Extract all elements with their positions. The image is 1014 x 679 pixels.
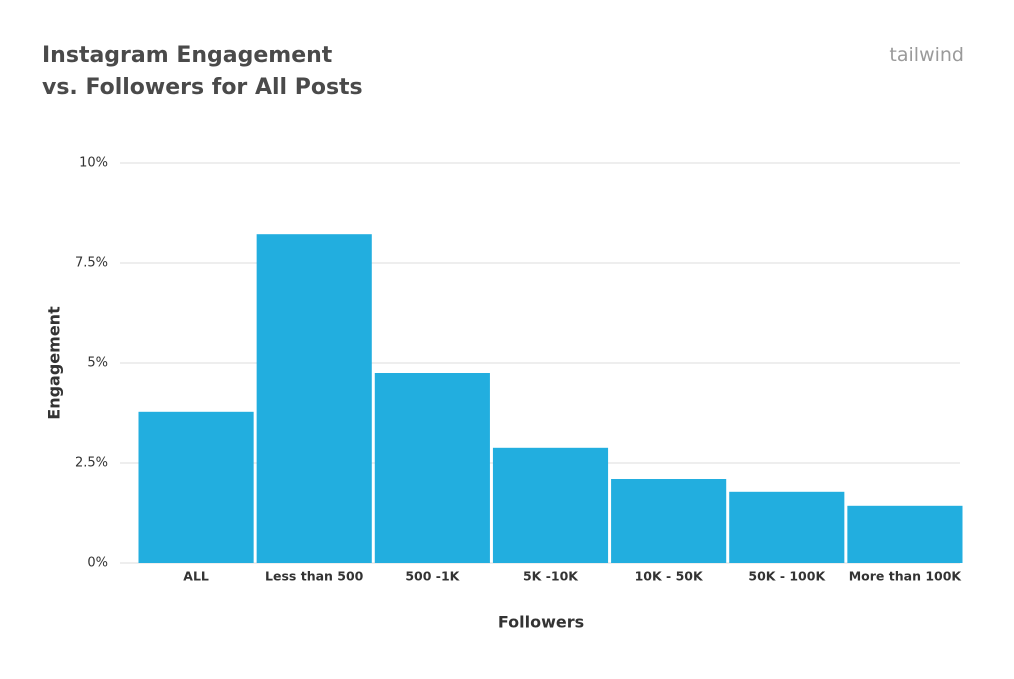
y-axis-label: Engagement xyxy=(45,306,64,420)
x-tick-label: 500 -1K xyxy=(405,569,460,584)
bar xyxy=(847,505,963,563)
y-tick-label: 0% xyxy=(87,556,108,571)
x-axis-label: Followers xyxy=(498,613,584,632)
chart-title: Instagram Engagement vs. Followers for A… xyxy=(42,43,363,100)
y-tick-label: 7.5% xyxy=(75,256,108,271)
bar xyxy=(256,234,372,563)
y-tick-label: 5% xyxy=(87,356,108,371)
x-tick-label: More than 100K xyxy=(849,569,963,584)
bar xyxy=(138,411,254,563)
bar xyxy=(729,491,845,563)
bar xyxy=(374,373,490,563)
x-tick-label: 50K - 100K xyxy=(748,569,826,584)
brand-logo: tailwind xyxy=(889,44,964,66)
x-tick-label: 5K -10K xyxy=(523,569,579,584)
y-tick-label: 10% xyxy=(79,156,108,171)
bar xyxy=(492,447,609,563)
x-tick-label: Less than 500 xyxy=(265,569,364,584)
x-tick-label: ALL xyxy=(183,569,209,584)
y-tick-label: 2.5% xyxy=(75,456,108,471)
bar xyxy=(611,479,727,563)
x-tick-label: 10K - 50K xyxy=(635,569,704,584)
